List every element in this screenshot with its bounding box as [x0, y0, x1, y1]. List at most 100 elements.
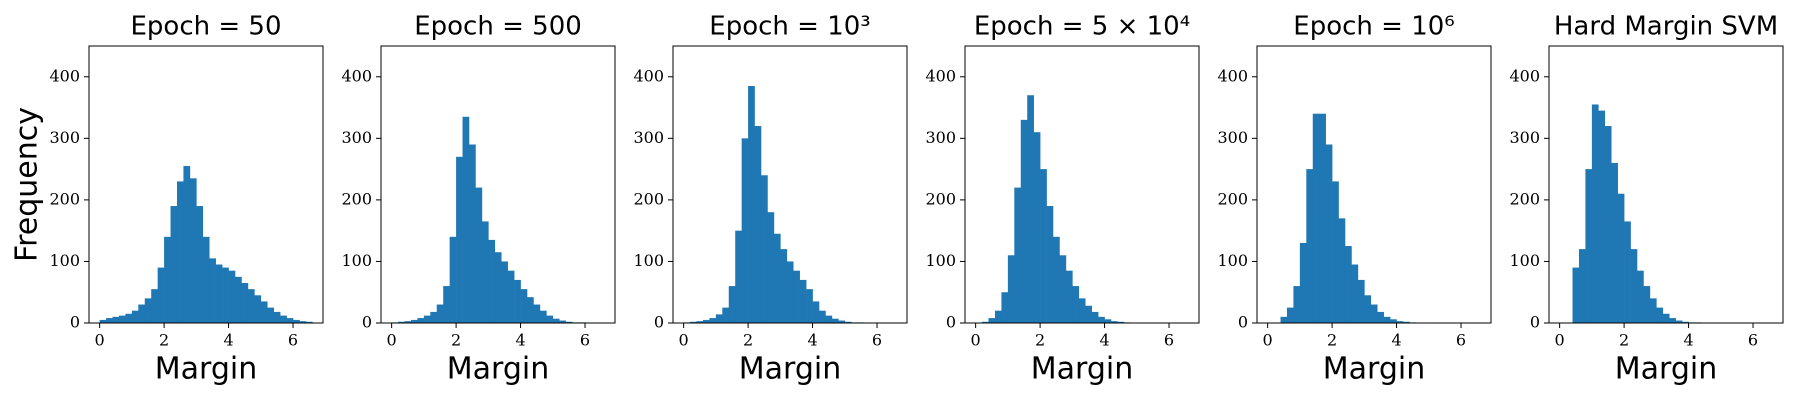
bar	[520, 289, 528, 323]
bar	[1682, 321, 1689, 323]
bar	[1585, 169, 1593, 323]
bar	[488, 239, 496, 323]
bar	[1014, 187, 1022, 323]
bar	[151, 289, 158, 323]
bar	[164, 236, 171, 323]
bar	[1617, 193, 1625, 323]
bar	[1319, 113, 1326, 323]
y-tick-label: 200	[49, 189, 80, 208]
bar	[235, 276, 242, 323]
bar	[1662, 313, 1670, 323]
bar	[267, 307, 274, 323]
bar	[1675, 320, 1683, 323]
x-tick-label: 4	[223, 331, 233, 350]
x-tick-label: 0	[387, 331, 397, 350]
y-tick-label: 300	[925, 128, 956, 147]
bar	[988, 318, 996, 323]
bar	[1085, 305, 1092, 323]
bar	[99, 319, 107, 323]
y-tick-label: 300	[1509, 128, 1540, 147]
bar	[215, 264, 223, 323]
bar	[1357, 279, 1365, 323]
y-axis-label: Frequency	[10, 107, 45, 262]
axes-frame	[672, 45, 908, 324]
panel: 0 2 4 6 0 100 200 300 400 Epoch = 50 Margin Frequen…	[10, 12, 324, 387]
bar	[1578, 249, 1586, 323]
x-tick-label: 6	[580, 331, 590, 350]
bar	[1111, 321, 1118, 323]
bar	[722, 307, 730, 323]
bar	[157, 267, 165, 323]
bar	[417, 318, 425, 323]
y-tick-label: 100	[1217, 251, 1248, 270]
bar	[1611, 162, 1618, 323]
bar	[202, 236, 210, 323]
axes-frame	[1548, 45, 1784, 324]
x-tick-label: 2	[1619, 331, 1629, 350]
bar	[1306, 169, 1314, 323]
bar	[209, 258, 216, 323]
panel-title: Hard Margin SVM	[1554, 12, 1778, 42]
panel-title: Epoch = 500	[414, 12, 582, 42]
y-tick-label: 400	[633, 66, 664, 85]
x-tick-label: 2	[159, 331, 169, 350]
bar	[793, 270, 800, 323]
bar	[1059, 255, 1067, 323]
axes-frame	[380, 45, 616, 324]
y-tick-label: 200	[925, 189, 956, 208]
bar	[1299, 242, 1307, 323]
bar	[404, 321, 412, 323]
bar	[1649, 298, 1657, 323]
panel: 0 2 4 6 0 100 200 300 400 Hard Margin SVM Margin	[1509, 12, 1784, 387]
bar	[189, 178, 197, 323]
y-tick-label: 400	[1217, 66, 1248, 85]
bar	[286, 318, 294, 323]
bar	[260, 301, 268, 323]
axes-frame	[88, 45, 324, 324]
bar	[773, 233, 781, 323]
panel-title: Epoch = 50	[130, 12, 281, 42]
x-tick-label: 2	[451, 331, 461, 350]
x-tick-label: 0	[1555, 331, 1565, 350]
y-tick-label: 200	[1217, 189, 1248, 208]
y-tick-label: 100	[341, 251, 372, 270]
bar	[812, 301, 820, 323]
bar	[741, 138, 749, 323]
bar	[1669, 318, 1676, 323]
axes-frame	[964, 45, 1200, 324]
bar	[838, 320, 846, 323]
panel: 0 2 4 6 0 100 200 300 400 Epoch = 10⁶ Margin	[1217, 12, 1492, 387]
bar	[410, 319, 418, 323]
bar	[780, 249, 788, 323]
panel: 0 2 4 6 0 100 200 300 400 Epoch = 10³ Margin	[633, 12, 908, 387]
bar	[1656, 307, 1664, 323]
x-axis-label: Margin	[155, 352, 257, 387]
bar	[1104, 319, 1112, 323]
bar	[552, 318, 560, 323]
bar	[468, 144, 476, 323]
bar	[767, 212, 775, 323]
bar	[1098, 316, 1105, 323]
x-axis-label: Margin	[1031, 352, 1133, 387]
y-tick-label: 100	[633, 251, 664, 270]
x-tick-label: 2	[1327, 331, 1337, 350]
bar	[176, 181, 184, 323]
bar	[806, 289, 813, 323]
x-tick-label: 4	[1391, 331, 1401, 350]
x-axis-label: Margin	[1615, 352, 1717, 387]
bar	[1351, 264, 1359, 323]
y-tick-label: 100	[49, 251, 80, 270]
bar	[819, 310, 826, 323]
bar	[1390, 319, 1397, 323]
bar	[1403, 321, 1410, 323]
bar	[1020, 119, 1028, 323]
bar	[539, 310, 547, 323]
bar	[254, 295, 262, 323]
y-tick-label: 200	[633, 189, 664, 208]
bar	[280, 315, 287, 323]
bar	[1091, 311, 1099, 323]
panel-title: Epoch = 10³	[709, 12, 870, 42]
y-tick-label: 300	[633, 128, 664, 147]
bar	[241, 282, 249, 323]
